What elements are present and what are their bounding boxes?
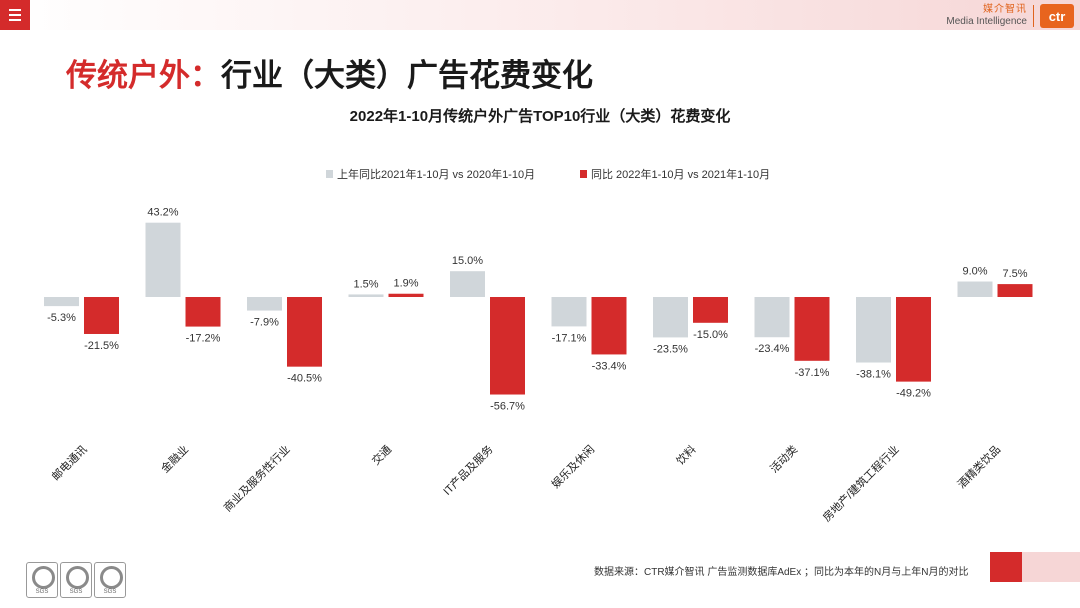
legend-label: 上年同比2021年1-10月 vs 2020年1-10月 [337,167,535,181]
sgs-badge-label: SGS [35,589,49,595]
brand-name-cn: 媒介智讯 [983,4,1027,15]
data-source-note: 数据来源：CTR媒介智讯 广告监测数据库AdEx ；同比为本年的N月与上年N月的… [594,567,969,578]
legend-swatch [580,170,587,178]
bar [591,297,627,355]
data-label: -40.5% [287,373,322,385]
bar [44,297,79,307]
data-label: -17.2% [186,333,221,345]
bar [287,297,322,367]
page-title-accent: 传统户外： [66,58,221,93]
bar [997,284,1033,297]
bar [490,297,525,395]
category-label: 酒精类饮品 [954,442,1003,491]
bar [84,297,119,334]
data-label: -21.5% [84,340,119,352]
data-label: -5.3% [47,312,76,324]
footer-accent-block [990,552,1022,582]
chart-title: 2022年1-10月传统户外广告TOP10行业（大类）花费变化 [349,108,731,125]
data-label: 15.0% [452,255,483,267]
data-label: -23.4% [755,343,790,355]
sgs-badge-label: SGS [103,589,117,595]
data-label: 43.2% [147,207,178,219]
brand-logo-area: 媒介智讯 Media Intelligence ctr [946,4,1074,28]
data-label: -23.5% [653,343,688,355]
bar [450,271,485,297]
legend-label: 同比 2022年1-10月 vs 2021年1-10月 [591,167,770,181]
category-label: 商业及服务性行业 [220,442,292,514]
data-label: -15.0% [693,329,728,341]
category-label: 饮料 [673,442,698,467]
bar [185,297,221,327]
bar [388,293,424,297]
brand-name-en: Media Intelligence [946,16,1027,27]
data-label: -33.4% [592,360,627,372]
data-label: -7.9% [250,317,279,329]
sgs-badge-icon: SGS [26,562,58,598]
data-label: 1.5% [353,278,378,290]
bar [794,297,830,361]
data-label: 9.0% [962,266,987,278]
category-label: 金融业 [158,442,191,475]
bar [754,297,790,338]
data-label: 1.9% [393,278,418,290]
page-title-main: 行业（大类）广告花费变化 [221,58,593,93]
bar [896,297,931,382]
bar [551,297,587,327]
bar [957,281,993,297]
menu-icon[interactable] [0,0,30,30]
page-title: 传统户外：行业（大类）广告花费变化 [66,50,593,95]
brand-divider [1033,5,1034,27]
bar [348,294,384,297]
bar [145,222,181,297]
certification-badges: SGS SGS SGS [26,562,126,598]
data-label: -38.1% [856,369,891,381]
category-label: 房地产/建筑工程行业 [820,442,902,524]
bar-chart: 上年同比2021年1-10月 vs 2020年1-10月 同比 2022年1-10… [44,167,1033,524]
category-label: 交通 [369,442,394,467]
data-label: 7.5% [1002,268,1027,280]
data-label: -37.1% [795,367,830,379]
data-label: -17.1% [552,332,587,344]
sgs-badge-icon: SGS [94,562,126,598]
category-label: 邮电通讯 [49,443,89,483]
sgs-badge-label: SGS [69,589,83,595]
category-label: IT产品及服务 [440,442,496,498]
category-label: 娱乐及休闲 [548,442,597,491]
data-label: -56.7% [490,401,525,413]
bar [247,297,282,311]
bar [653,297,688,338]
legend-swatch [326,170,333,178]
sgs-badge-icon: SGS [60,562,92,598]
bar [693,297,728,323]
top-bar [0,0,1080,30]
data-label: -49.2% [896,388,931,400]
ctr-logo-icon: ctr [1040,4,1074,28]
category-label: 活动类 [767,442,800,475]
bar [856,297,891,363]
